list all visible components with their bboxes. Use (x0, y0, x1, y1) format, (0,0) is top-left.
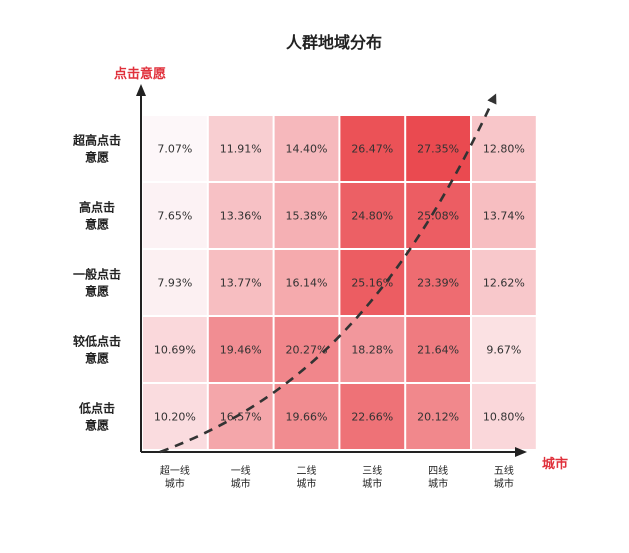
heatmap-cell (274, 116, 339, 181)
heatmap-cell (340, 183, 405, 248)
x-axis-title: 城市 (542, 456, 568, 472)
y-tick-label: 低点击意愿 (78, 401, 115, 433)
cell-value-label: 7.65% (157, 210, 192, 223)
heatmap-cell (406, 250, 470, 315)
heatmap-cell (143, 183, 207, 248)
heatmap-cells: 7.07% 11.91% 14.40% 26.47% 27.35% 12.80% 7.65%… (143, 116, 536, 449)
heatmap-cell (472, 250, 536, 315)
y-axis-title: 点击意愿 (114, 66, 166, 82)
heatmap-cell (143, 317, 207, 382)
x-tick-label: 四线城市 (428, 464, 448, 490)
cell-value-label: 14.40% (286, 143, 328, 156)
heatmap-cell (340, 317, 405, 382)
cell-value-label: 12.62% (483, 277, 525, 290)
y-tick-label: 超高点击意愿 (72, 133, 121, 165)
cell-value-label: 19.66% (286, 411, 328, 424)
cell-value-label: 10.20% (154, 411, 196, 424)
cell-value-label: 25.16% (351, 277, 393, 290)
cell-value-label: 18.28% (351, 344, 393, 357)
heatmap-cell (143, 116, 207, 181)
heatmap-cell (340, 250, 405, 315)
cell-value-label: 11.91% (220, 143, 262, 156)
y-tick-label: 较低点击意愿 (73, 334, 121, 366)
chart-title: 人群地域分布 (286, 33, 382, 52)
heatmap-cell (208, 317, 273, 382)
heatmap-cell (472, 183, 536, 248)
heatmap-cell (143, 250, 207, 315)
heatmap-cell (274, 250, 339, 315)
heatmap-cell (208, 384, 273, 449)
x-tick-label: 五线城市 (494, 464, 514, 490)
y-tick-label: 高点击意愿 (79, 200, 115, 232)
cell-value-label: 10.80% (483, 411, 525, 424)
cell-value-label: 25.08% (417, 210, 459, 223)
cell-value-label: 21.64% (417, 344, 459, 357)
x-axis-arrow (515, 447, 527, 457)
x-tick-label: 二线城市 (297, 464, 317, 490)
heatmap-cell (208, 250, 273, 315)
cell-value-label: 22.66% (351, 411, 393, 424)
heatmap-cell (208, 116, 273, 181)
y-tick-label: 一般点击意愿 (73, 267, 121, 299)
cell-value-label: 20.12% (417, 411, 459, 424)
heatmap-cell (208, 183, 273, 248)
heatmap-cell (340, 116, 405, 181)
x-tick-labels: 超一线城市 一线城市 二线城市 三线城市 四线城市 五线城市 (160, 464, 514, 490)
cell-value-label: 16.14% (286, 277, 328, 290)
x-tick-label: 三线城市 (362, 464, 382, 490)
cell-value-label: 7.93% (157, 277, 192, 290)
y-axis-arrow (136, 84, 146, 96)
cell-value-label: 24.80% (351, 210, 393, 223)
cell-value-label: 16.57% (220, 411, 262, 424)
cell-value-label: 10.69% (154, 344, 196, 357)
heatmap-cell (340, 384, 405, 449)
heatmap-cell (406, 384, 470, 449)
cell-value-label: 23.39% (417, 277, 459, 290)
heatmap-cell (472, 384, 536, 449)
heatmap-cell (406, 317, 470, 382)
cell-value-label: 13.74% (483, 210, 525, 223)
cell-value-label: 27.35% (417, 143, 459, 156)
x-tick-label: 一线城市 (231, 464, 251, 490)
heatmap-cell (472, 116, 536, 181)
heatmap-cell (406, 116, 470, 181)
cell-value-label: 13.36% (220, 210, 262, 223)
x-tick-label: 超一线城市 (160, 464, 190, 490)
cell-value-label: 12.80% (483, 143, 525, 156)
cell-value-label: 26.47% (351, 143, 393, 156)
cell-value-label: 19.46% (220, 344, 262, 357)
cell-value-label: 7.07% (157, 143, 192, 156)
heatmap-cell (274, 183, 339, 248)
cell-value-label: 20.27% (286, 344, 328, 357)
cell-value-label: 9.67% (486, 344, 521, 357)
heatmap-cell (274, 384, 339, 449)
cell-value-label: 13.77% (220, 277, 262, 290)
heatmap-cell (472, 317, 536, 382)
cell-value-label: 15.38% (286, 210, 328, 223)
